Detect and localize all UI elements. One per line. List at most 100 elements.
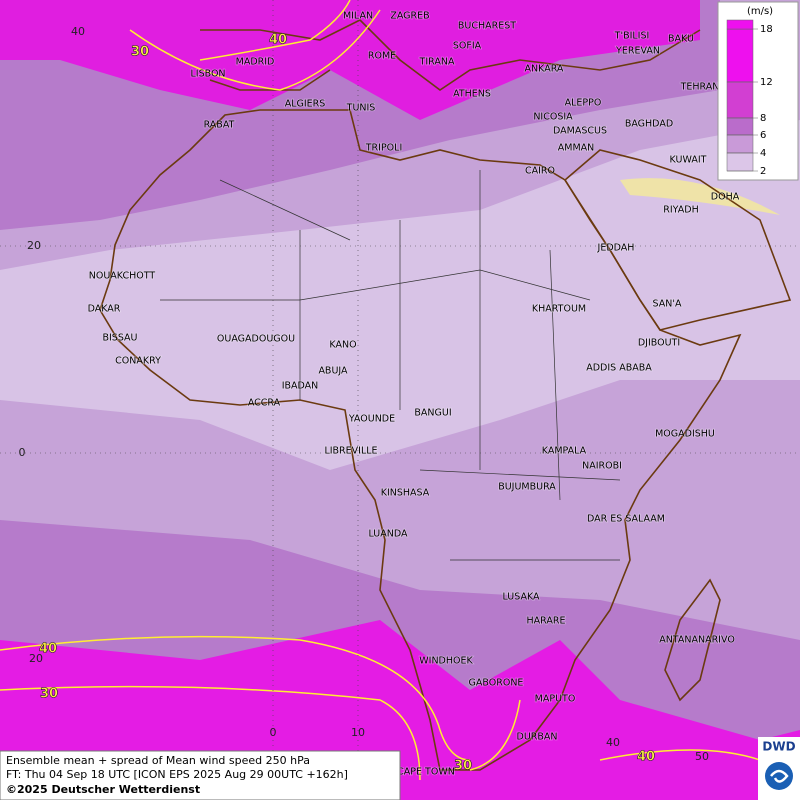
contour-label: 30: [454, 759, 472, 774]
legend-label: 4: [760, 148, 766, 159]
city-label: DAR ES SALAAM: [587, 514, 665, 525]
city-label: BUJUMBURA: [498, 482, 556, 493]
city-label: KANO: [329, 340, 356, 351]
city-label: MADRID: [236, 57, 275, 68]
city-label: BAKU: [668, 34, 694, 45]
city-label: CAPE TOWN: [397, 767, 455, 778]
contour-label: 40: [39, 642, 57, 657]
caption-box: [0, 750, 401, 800]
arabia-coast: [563, 149, 792, 331]
city-label: NOUAKCHOTT: [89, 271, 156, 282]
city-label: HARARE: [527, 616, 566, 627]
logo-text: DWD: [762, 740, 795, 754]
city-label: RABAT: [204, 120, 235, 131]
city-label: DAKAR: [88, 304, 121, 315]
caption-line: FT: Thu 04 Sep 18 UTC [ICON EPS 2025 Aug…: [6, 768, 348, 781]
city-label: RIYADH: [663, 205, 698, 216]
grid-label: 0: [19, 446, 26, 459]
city-label: ROME: [368, 51, 396, 62]
legend-label: 18: [760, 24, 773, 35]
grid-label: 50: [695, 750, 709, 763]
city-label: BISSAU: [102, 333, 137, 344]
legend-label: 8: [760, 113, 766, 124]
contour-label: 40: [637, 750, 655, 765]
legend-swatch: [726, 28, 754, 83]
europe-coast: [200, 19, 701, 91]
city-label: LIBREVILLE: [324, 446, 377, 457]
legend-unit: (m/s): [747, 6, 773, 17]
city-label: TIRANA: [419, 57, 455, 68]
contour-line: [0, 685, 421, 781]
city-label: BAGHDAD: [625, 119, 673, 130]
city-label: ALEPPO: [565, 98, 602, 109]
city-label: KHARTOUM: [532, 304, 586, 315]
city-label: TEHRAN: [680, 82, 720, 93]
city-label: TUNIS: [346, 103, 376, 114]
contour-line: [129, 9, 381, 91]
legend-swatch: [726, 117, 754, 136]
contour-line: [469, 699, 761, 771]
contours: [0, 0, 761, 781]
city-label: ABUJA: [318, 366, 348, 377]
city-label: CAIRO: [525, 166, 555, 177]
legend-swatch: [726, 19, 754, 30]
city-label: JEDDAH: [597, 243, 635, 254]
labels: MILAN ZAGREB BUCHAREST T'BILISI BAKU ROME SOFI…: [19, 10, 741, 779]
city-label: DAMASCUS: [553, 126, 607, 137]
city-label: LUANDA: [368, 529, 408, 540]
city-label: GABORONE: [469, 678, 524, 689]
city-label: T'BILISI: [614, 31, 650, 42]
city-label: ANTANANARIVO: [659, 635, 735, 646]
city-label: LUSAKA: [502, 592, 540, 603]
city-label: AMMAN: [558, 143, 595, 154]
city-label: SOFIA: [453, 41, 482, 52]
caption-line: ©2025 Deutscher Wetterdienst: [6, 783, 200, 796]
city-label: ANKARA: [525, 64, 564, 75]
city-label: MILAN: [343, 11, 373, 22]
coastlines: [99, 19, 792, 771]
grid-label: 20: [29, 652, 43, 665]
city-label: ALGIERS: [285, 99, 326, 110]
city-label: ATHENS: [453, 89, 491, 100]
grid-label: 0: [270, 726, 277, 739]
contour-line: [199, 0, 351, 61]
contour-line: [0, 635, 471, 761]
logo-icon: [765, 762, 793, 790]
city-label: ADDIS ABABA: [586, 363, 652, 374]
contour-label: 30: [40, 687, 58, 702]
city-label: NICOSIA: [533, 112, 573, 123]
city-label: ZAGREB: [390, 11, 429, 22]
contour-label: 40: [269, 33, 287, 48]
borders: [160, 170, 621, 561]
city-label: MOGADISHU: [655, 429, 715, 440]
city-label: YEREVAN: [615, 46, 660, 57]
logo-swirl: [770, 769, 789, 783]
city-label: CONAKRY: [115, 356, 161, 367]
legend-swatch: [726, 81, 754, 119]
contour-label: 30: [131, 45, 149, 60]
legend-label: 2: [760, 166, 766, 177]
shading-band: [0, 0, 700, 120]
grid-label: 20: [27, 239, 41, 252]
legend-swatch: [726, 134, 754, 154]
africa-coast: [99, 109, 742, 771]
city-label: YAOUNDE: [348, 414, 395, 425]
legend-label: 12: [760, 77, 773, 88]
grid-label: 10: [351, 726, 365, 739]
city-label: OUAGADOUGOU: [217, 334, 295, 345]
city-label: KINSHASA: [381, 488, 430, 499]
grid-label: 40: [71, 25, 85, 38]
caption-line: Ensemble mean + spread of Mean wind spee…: [6, 754, 310, 767]
legend: 18 12 8 6 4 2: [726, 19, 773, 177]
city-label: BANGUI: [414, 408, 451, 419]
city-label: SAN'A: [653, 299, 682, 310]
city-label: KUWAIT: [670, 155, 707, 166]
city-label: BUCHAREST: [458, 21, 516, 32]
city-label: WINDHOEK: [419, 656, 473, 667]
city-label: IBADAN: [282, 381, 319, 392]
city-label: NAIROBI: [582, 461, 622, 472]
city-label: MAPUTO: [535, 694, 576, 705]
